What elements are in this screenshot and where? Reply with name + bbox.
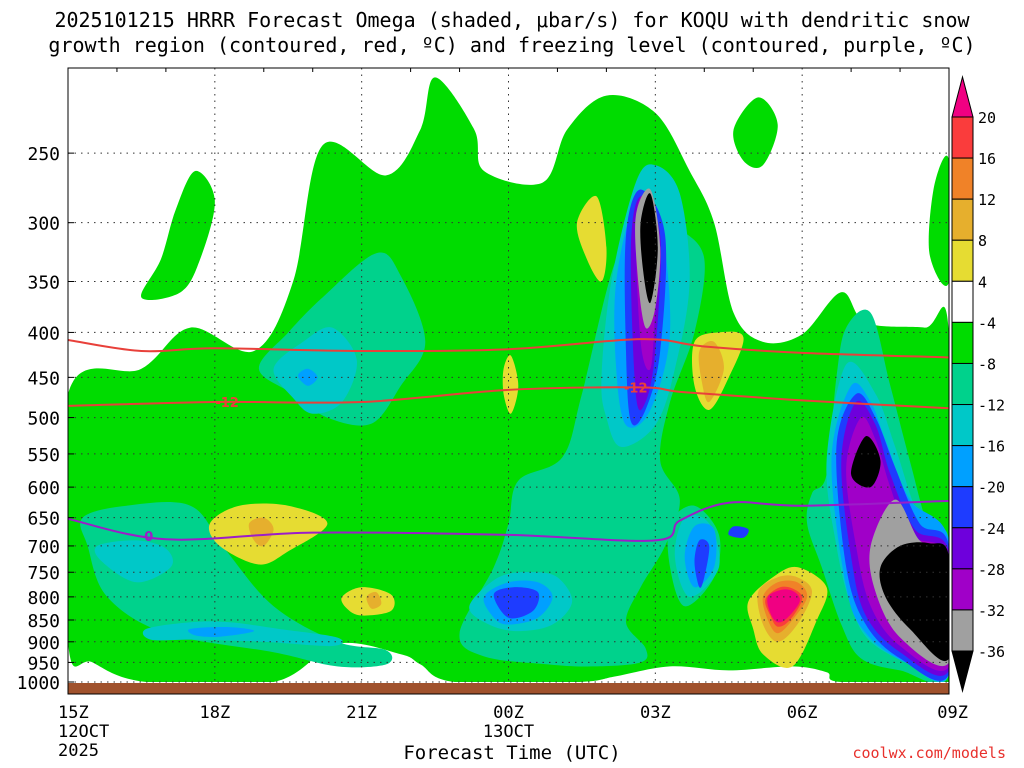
colorbar-swatch-7 [951,404,974,447]
omega-region-neg4-1 [141,170,215,300]
omega-region-8-1 [698,341,724,403]
x-tick-label-06Z: 06Z [787,703,818,723]
y-tick-label-350: 350 [27,272,60,293]
ground-strip [68,683,949,694]
omega-region-4-2 [576,195,607,282]
colorbar-label-neg12: -12 [978,397,1005,415]
y-tick-label-300: 300 [27,214,60,235]
omega-region-neg4-3 [928,155,949,286]
omega-region-neg20-4 [728,526,749,538]
omega-region-neg20-2 [493,587,540,619]
y-tick-label-250: 250 [27,144,60,165]
x-tick-year-label: 2025 [58,741,99,761]
colorbar-swatch-0 [951,116,974,159]
colorbar-swatch-8 [951,445,974,488]
plot-frame [67,67,950,695]
y-tick-label-800: 800 [27,588,60,609]
colorbar-label-8: 8 [978,232,987,250]
x-tick-label-03Z: 03Z [640,703,671,723]
contour-line-freezing-level [68,499,949,542]
omega-region-neg16-4 [188,626,255,637]
x-tick-label-09Z: 09Z [937,703,968,723]
chart-title-line-1: 2025101215 HRRR Forecast Omega (shaded, … [54,8,970,32]
omega-region-neg16-0 [298,368,318,386]
contour-line-minus-12 [68,386,949,410]
y-tick-label-600: 600 [27,478,60,499]
colorbar-label-neg32: -32 [978,602,1005,620]
colorbar-label-neg20: -20 [978,479,1005,497]
colorbar-label-4: 4 [978,273,987,291]
contour-dendritic-top [68,338,949,359]
colorbar-swatch-12 [951,609,974,652]
y-tick-label-750: 750 [27,563,60,584]
y-tick-label-1000: 1000 [17,673,60,694]
contour-line-dendritic-top [68,338,949,359]
colorbar-swatch-10 [951,527,974,570]
omega-region-8-3 [366,591,382,609]
colorbar-label-neg8: -8 [978,355,996,373]
omega-region-neg36-0 [640,193,658,304]
omega-region-neg12-0 [273,327,357,414]
colorbar-swatch-3 [951,239,974,282]
y-tick-label-550: 550 [27,445,60,466]
omega-region-neg36-1 [851,436,881,488]
chart-title-line-2: growth region (contoured, red, ºC) and f… [48,33,976,57]
x-tick-label-15Z: 15Z [58,703,89,723]
y-axis: 2503003504004505005506006507007508008509… [17,144,74,694]
y-tick-label-850: 850 [27,611,60,632]
colorbar-label-20: 20 [978,109,996,127]
colorbar-label-neg16: -16 [978,438,1005,456]
x-tick-sublabel-00Z: 13OCT [483,722,534,742]
x-tick-label-00Z: 00Z [493,703,524,723]
colorbar-label-neg24: -24 [978,520,1005,538]
colorbar-bottom-arrow [951,650,974,693]
x-tick-label-18Z: 18Z [199,703,230,723]
colorbar-label-12: 12 [978,191,996,209]
colorbar-swatch-9 [951,486,974,529]
contour-minus-12: -12 -12 [68,382,949,411]
y-tick-label-900: 900 [27,633,60,654]
contour-layer: -12 -12 0 [68,338,949,545]
colorbar-swatch-6 [951,362,974,406]
y-tick-label-400: 400 [27,323,60,344]
omega-fill-layer [68,77,949,682]
y-tick-label-950: 950 [27,653,60,674]
x-tick-sublabel-15Z: 12OCT [58,722,109,742]
site-credit-link[interactable]: coolwx.com/models [852,744,1006,762]
y-tick-label-700: 700 [27,537,60,558]
y-tick-label-450: 450 [27,368,60,389]
omega-region-neg20-3 [694,539,710,588]
colorbar-swatch-5 [951,321,974,364]
omega-region-neg36-2 [879,542,949,661]
y-tick-label-500: 500 [27,409,60,430]
y-tick-label-650: 650 [27,509,60,530]
omega-band-20 [767,589,800,623]
colorbar-swatch-1 [951,157,974,200]
omega-region-8-0 [248,517,274,547]
colorbar-swatch-11 [951,568,974,611]
x-axis-title: Forecast Time (UTC) [403,742,621,764]
omega-region-4-3 [502,355,519,414]
contour-label-freezing-level-0: 0 [144,530,153,545]
contour-freezing-level: 0 [68,499,949,545]
omega-region-20-0 [767,589,800,623]
colorbar-label-16: 16 [978,150,996,168]
contour-label-minus-12-0: -12 [215,396,239,411]
colorbar-swatch-2 [951,198,974,241]
omega-band-neg36 [640,193,949,661]
x-tick-label-21Z: 21Z [346,703,377,723]
colorbar-label-neg28: -28 [978,561,1005,579]
colorbar-label-neg36: -36 [978,643,1005,661]
colorbar-swatch-4 [951,280,974,323]
colorbar: 20 16 12 8 4 -4 -8 -12 -16 -20 -24 -28 -32 -36 [951,75,1005,693]
colorbar-top-arrow [951,75,974,118]
colorbar-label-neg4: -4 [978,314,996,332]
omega-region-neg4-2 [733,97,778,168]
contour-label-minus-12-1: -12 [624,382,648,397]
